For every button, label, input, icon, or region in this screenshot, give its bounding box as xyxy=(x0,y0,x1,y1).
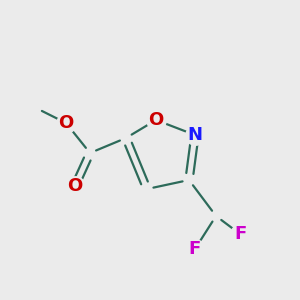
Text: F: F xyxy=(189,240,201,258)
Text: O: O xyxy=(148,111,164,129)
Text: F: F xyxy=(234,225,246,243)
Text: N: N xyxy=(188,126,202,144)
Text: O: O xyxy=(58,114,74,132)
Text: O: O xyxy=(68,177,82,195)
